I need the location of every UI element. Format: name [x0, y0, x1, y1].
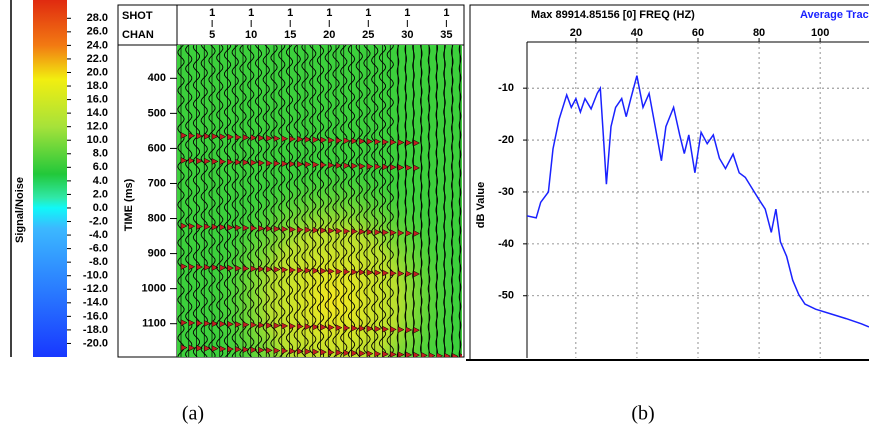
y-tick-label: -40	[498, 238, 514, 250]
tick-label: -10.0	[83, 270, 108, 282]
x-tick-label: 15	[284, 29, 296, 41]
x-tick-label: 40	[631, 27, 643, 39]
tick-label: 26.0	[87, 26, 108, 38]
x-tick-label: 10	[245, 29, 257, 41]
colorbar-label: Signal/Noise	[14, 177, 26, 243]
tick-label: 22.0	[87, 53, 108, 65]
spectrum-title: Max 89914.85156 [0] FREQ (HZ)	[531, 9, 695, 21]
x-tick-label: 80	[753, 27, 765, 39]
tick-label: 10.0	[87, 134, 108, 146]
tick-label: 4.0	[93, 175, 108, 187]
tick-label: -12.0	[83, 283, 108, 295]
shot-label: 1	[209, 7, 215, 19]
y-tick-label: 500	[148, 107, 166, 119]
legend-entry: Average Trac	[800, 9, 869, 21]
y-tick-label: -20	[498, 134, 514, 146]
x-tick-label: 25	[362, 29, 374, 41]
tick-label: 8.0	[93, 148, 108, 160]
shot-label: 1	[287, 7, 293, 19]
colorbar	[33, 0, 67, 357]
x-tick-label: 5	[209, 29, 215, 41]
tick-label: 16.0	[87, 93, 108, 105]
shot-label: 1	[443, 7, 449, 19]
tick-label: -6.0	[89, 243, 108, 255]
shot-label: 1	[404, 7, 410, 19]
tick-label: -18.0	[83, 324, 108, 336]
y-tick-label: 800	[148, 212, 166, 224]
tick-label: -8.0	[89, 256, 108, 268]
y-tick-label: -50	[498, 290, 514, 302]
header-label: SHOT	[122, 10, 153, 22]
tick-label: 18.0	[87, 80, 108, 92]
y-tick-label: -10	[498, 82, 514, 94]
tick-label: -14.0	[83, 297, 108, 309]
header-label: CHAN	[122, 29, 154, 41]
tick-label: -20.0	[83, 337, 108, 349]
y-tick-label: 600	[148, 142, 166, 154]
figure: Max 89914.85156 [0] FREQ (HZ) Average Tr…	[0, 0, 869, 432]
x-tick-label: 20	[323, 29, 335, 41]
shot-label: 1	[365, 7, 371, 19]
y-tick-label: 1100	[142, 318, 166, 330]
shot-label: 1	[248, 7, 254, 19]
y-tick-label: 1000	[142, 283, 166, 295]
page: {"chart_data": [ {"type": "colorbar", "l…	[0, 0, 869, 432]
x-tick-label: 20	[570, 27, 582, 39]
shot-label: 1	[326, 7, 332, 19]
y-tick-label: 400	[148, 72, 166, 84]
x-tick-label: 100	[811, 27, 829, 39]
caption: (a)	[182, 403, 204, 425]
y-axis-label: TIME (ms)	[123, 178, 135, 231]
y-tick-label: 900	[148, 247, 166, 259]
tick-label: 24.0	[87, 39, 108, 51]
tick-label: 0.0	[93, 202, 108, 214]
y-tick-label: -30	[498, 186, 514, 198]
y-axis-label: dB Value	[475, 182, 487, 228]
tick-label: -16.0	[83, 310, 108, 322]
caption: (b)	[631, 403, 654, 425]
x-tick-label: 60	[692, 27, 704, 39]
tick-label: -4.0	[89, 229, 108, 241]
x-tick-label: 35	[440, 29, 452, 41]
tick-label: 2.0	[93, 188, 108, 200]
y-tick-label: 700	[148, 177, 166, 189]
tick-label: 6.0	[93, 161, 108, 173]
tick-label: 28.0	[87, 12, 108, 24]
tick-label: 14.0	[87, 107, 108, 119]
tick-label: 20.0	[87, 66, 108, 78]
tick-label: 12.0	[87, 121, 108, 133]
x-tick-label: 30	[401, 29, 413, 41]
tick-label: -2.0	[89, 215, 108, 227]
